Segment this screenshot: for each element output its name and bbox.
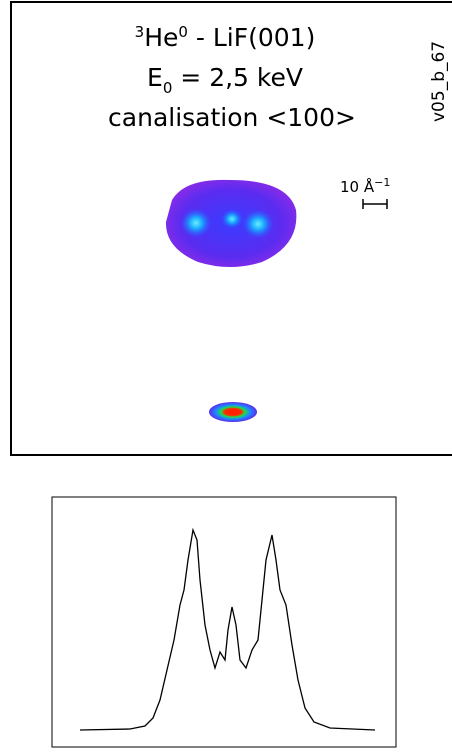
text-part: = 2,5 keV [172,63,303,92]
profile-frame [51,496,397,748]
diffraction-spot [180,208,212,238]
scale-bar [362,199,388,209]
text-part: 10 Å [340,177,375,196]
text-part: 0 [178,23,188,41]
title-line-2: E0 = 2,5 keV [147,63,303,97]
diffraction-spot [221,209,243,229]
title-line-1: 3He0 - LiF(001) [135,23,316,52]
text-part: 3 [135,23,145,41]
run-id: v05_b_67 [429,41,449,122]
direct-beam [209,402,257,422]
text-part: - LiF(001) [188,23,315,52]
scale-label: 10 Å−1 [340,176,390,196]
text-part: E [147,63,163,92]
intensity-profile [79,527,376,731]
text-part: He [144,23,178,52]
title-line-3: canalisation <100> [108,103,356,132]
diffraction-spot [242,209,274,239]
text-part: 0 [163,79,173,97]
text-part: −1 [374,176,390,189]
image-frame [10,1,452,456]
